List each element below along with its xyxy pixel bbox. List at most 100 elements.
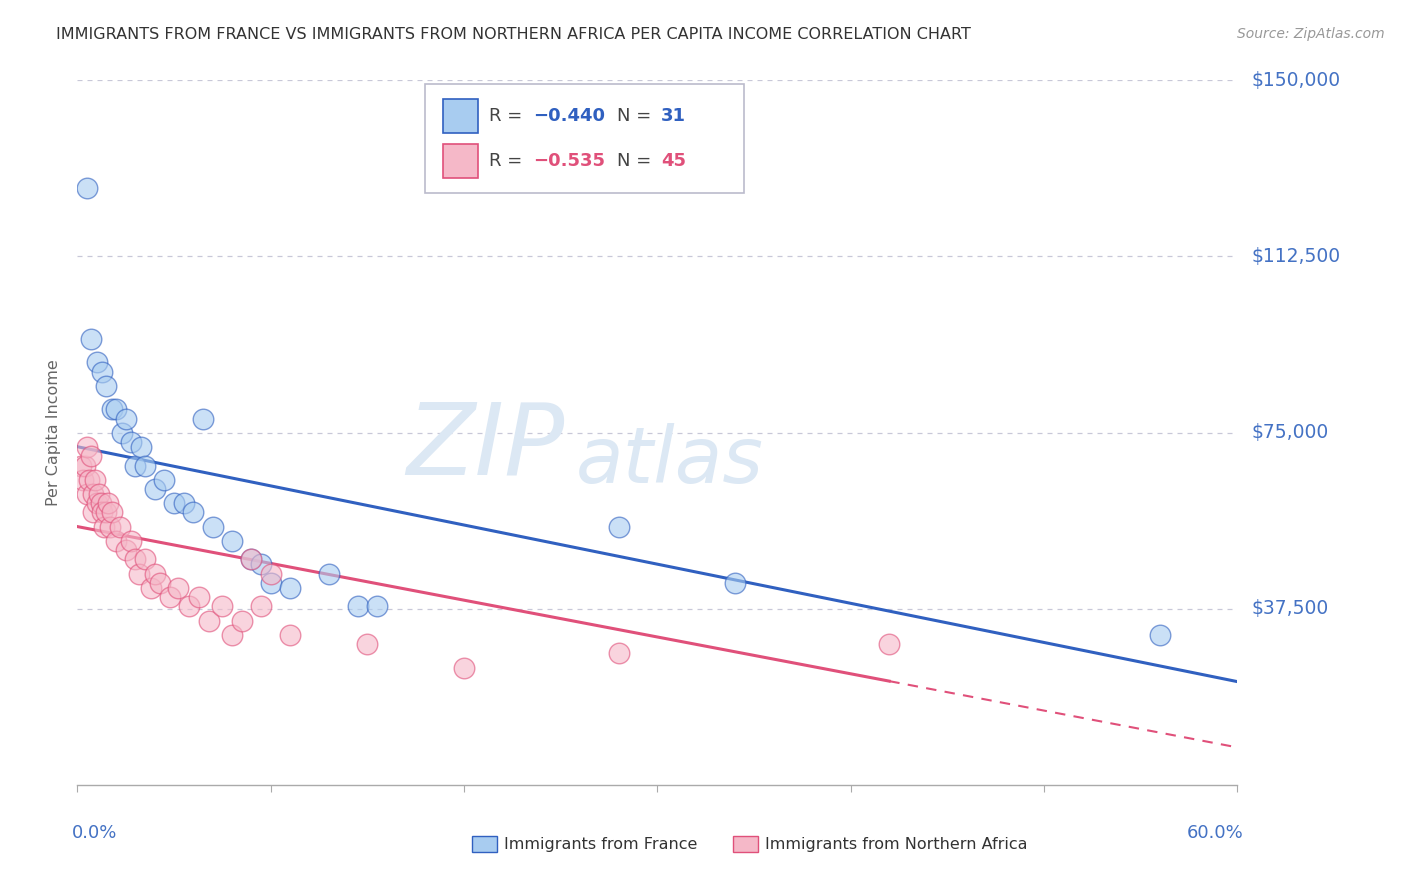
- Point: [240, 552, 263, 566]
- FancyBboxPatch shape: [472, 837, 498, 852]
- FancyBboxPatch shape: [425, 84, 744, 193]
- Point: [183, 506, 205, 520]
- Point: [98, 519, 121, 533]
- Text: R =: R =: [489, 152, 529, 169]
- Point: [166, 581, 188, 595]
- Point: [121, 435, 143, 450]
- Point: [82, 486, 104, 500]
- Point: [77, 473, 100, 487]
- Text: $112,500: $112,500: [1251, 247, 1340, 266]
- Point: [139, 581, 162, 595]
- FancyBboxPatch shape: [443, 144, 478, 178]
- Point: [221, 533, 243, 548]
- Point: [82, 506, 104, 520]
- Point: [278, 627, 301, 641]
- Point: [91, 365, 114, 379]
- Point: [211, 599, 233, 614]
- Point: [121, 533, 143, 548]
- Point: [163, 496, 186, 510]
- Text: Immigrants from France: Immigrants from France: [505, 837, 697, 852]
- Point: [250, 599, 273, 614]
- Point: [86, 496, 108, 510]
- Y-axis label: Per Capita Income: Per Capita Income: [46, 359, 62, 506]
- Point: [90, 496, 111, 510]
- Point: [260, 576, 283, 591]
- Text: $75,000: $75,000: [1251, 423, 1329, 442]
- Text: −0.535: −0.535: [533, 152, 605, 169]
- Point: [101, 506, 124, 520]
- Text: Source: ZipAtlas.com: Source: ZipAtlas.com: [1237, 27, 1385, 41]
- Point: [96, 506, 118, 520]
- Point: [124, 552, 146, 566]
- Point: [114, 543, 136, 558]
- Point: [80, 449, 103, 463]
- Point: [201, 519, 224, 533]
- Point: [87, 486, 110, 500]
- Point: [134, 458, 156, 473]
- Text: R =: R =: [489, 107, 529, 125]
- Point: [70, 458, 93, 473]
- Point: [134, 552, 156, 566]
- Text: N =: N =: [617, 107, 657, 125]
- Point: [91, 506, 114, 520]
- Point: [108, 519, 131, 533]
- Point: [356, 637, 378, 651]
- Point: [128, 566, 150, 581]
- Point: [453, 660, 475, 674]
- Point: [101, 402, 124, 417]
- Point: [86, 355, 108, 369]
- Text: −0.440: −0.440: [533, 107, 605, 125]
- Point: [76, 181, 98, 195]
- Text: atlas: atlas: [576, 423, 763, 499]
- Point: [114, 411, 136, 425]
- Point: [318, 566, 340, 581]
- Text: N =: N =: [617, 152, 657, 169]
- Point: [72, 473, 94, 487]
- FancyBboxPatch shape: [733, 837, 758, 852]
- Point: [179, 599, 201, 614]
- Text: $37,500: $37,500: [1251, 599, 1329, 618]
- Point: [188, 590, 211, 604]
- Point: [96, 378, 118, 392]
- Point: [1149, 627, 1171, 641]
- FancyBboxPatch shape: [443, 99, 478, 133]
- Point: [153, 473, 176, 487]
- Point: [260, 566, 283, 581]
- Point: [97, 496, 120, 510]
- Point: [240, 552, 263, 566]
- Point: [877, 637, 901, 651]
- Point: [221, 627, 243, 641]
- Point: [724, 576, 747, 591]
- Point: [149, 576, 172, 591]
- Point: [129, 440, 152, 454]
- Point: [607, 647, 630, 661]
- Point: [93, 519, 115, 533]
- Point: [76, 440, 98, 454]
- Point: [173, 496, 195, 510]
- Text: ZIP: ZIP: [406, 398, 565, 495]
- Point: [143, 482, 166, 496]
- Point: [607, 519, 630, 533]
- Text: $150,000: $150,000: [1251, 70, 1340, 90]
- Point: [159, 590, 181, 604]
- Text: 60.0%: 60.0%: [1187, 823, 1243, 842]
- Point: [111, 425, 134, 440]
- Point: [80, 332, 103, 346]
- Point: [105, 402, 127, 417]
- Point: [197, 614, 219, 628]
- Text: Immigrants from Northern Africa: Immigrants from Northern Africa: [765, 837, 1028, 852]
- Point: [250, 557, 273, 571]
- Point: [105, 533, 127, 548]
- Point: [83, 473, 105, 487]
- Point: [278, 581, 301, 595]
- Point: [191, 411, 214, 425]
- Point: [366, 599, 388, 614]
- Point: [346, 599, 368, 614]
- Text: 0.0%: 0.0%: [72, 823, 117, 842]
- Text: 31: 31: [661, 107, 686, 125]
- Point: [143, 566, 166, 581]
- Point: [76, 486, 98, 500]
- Point: [75, 458, 96, 473]
- Point: [231, 614, 253, 628]
- Text: 45: 45: [661, 152, 686, 169]
